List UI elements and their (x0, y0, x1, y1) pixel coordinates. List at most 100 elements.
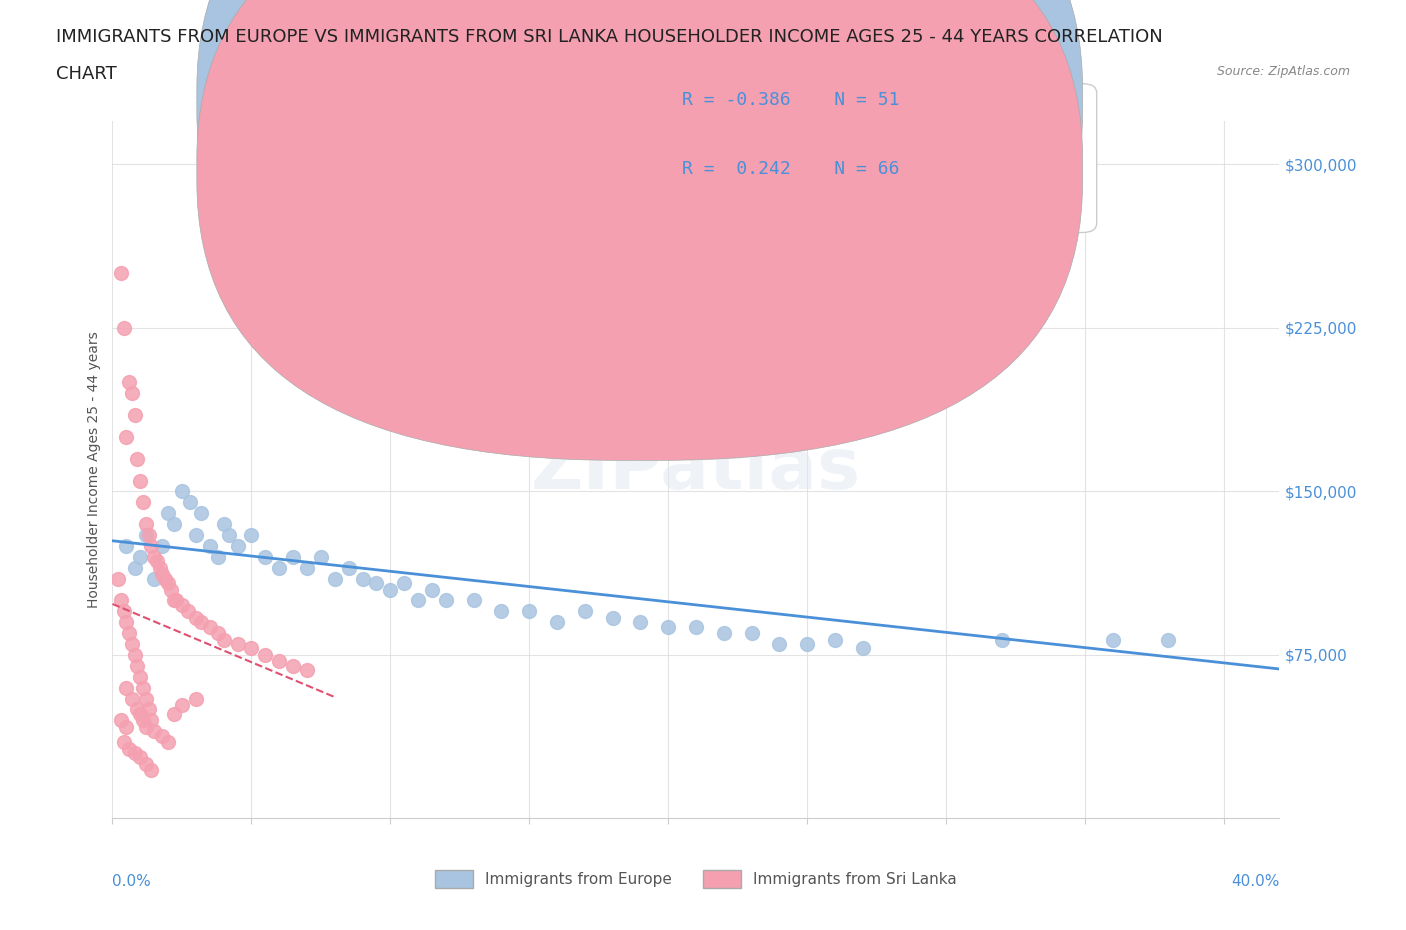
Point (118, 626, 141, 641)
Point (124, 407, 146, 422)
Point (796, 636, 818, 651)
Point (198, 619, 221, 634)
Point (135, 517, 157, 532)
Point (179, 495, 201, 510)
Point (1157, 632, 1180, 647)
Text: 0.0%: 0.0% (112, 874, 152, 889)
Point (207, 550, 229, 565)
Point (160, 582, 183, 597)
Point (112, 735, 135, 750)
Text: R = -0.386    N = 51: R = -0.386 N = 51 (682, 91, 900, 110)
Point (170, 597, 193, 612)
Point (135, 527, 157, 542)
Point (110, 266, 132, 281)
Point (170, 698, 193, 712)
Point (240, 641, 263, 656)
Point (254, 647, 277, 662)
Point (107, 571, 129, 586)
Legend: Immigrants from Europe, Immigrants from Sri Lanka: Immigrants from Europe, Immigrants from … (429, 864, 963, 895)
Point (157, 506, 180, 521)
Point (406, 593, 429, 608)
Point (115, 720, 138, 735)
Point (198, 538, 221, 553)
Point (309, 550, 332, 565)
Point (491, 604, 513, 618)
Point (352, 571, 374, 586)
Point (135, 720, 157, 735)
Point (118, 375, 141, 390)
Point (110, 593, 132, 608)
Point (380, 582, 402, 597)
Point (574, 604, 596, 618)
Point (190, 615, 212, 630)
Point (269, 560, 291, 575)
Point (162, 517, 184, 532)
Point (628, 615, 651, 630)
Text: IMMIGRANTS FROM EUROPE VS IMMIGRANTS FROM SRI LANKA HOUSEHOLDER INCOME AGES 25 -: IMMIGRANTS FROM EUROPE VS IMMIGRANTS FRO… (56, 28, 1163, 46)
Point (212, 517, 235, 532)
Point (685, 619, 707, 634)
Point (143, 724, 166, 738)
Point (713, 626, 735, 641)
Point (254, 550, 277, 565)
Point (269, 654, 291, 669)
FancyBboxPatch shape (576, 84, 1097, 232)
Point (162, 593, 184, 608)
Point (135, 691, 157, 706)
Point (135, 756, 157, 771)
Point (138, 527, 160, 542)
Point (157, 576, 180, 591)
Point (463, 593, 485, 608)
Point (212, 632, 235, 647)
Point (184, 527, 207, 542)
Point (124, 647, 146, 662)
Point (127, 658, 149, 673)
Point (546, 615, 568, 630)
Point (190, 506, 212, 521)
Point (143, 571, 166, 586)
Point (152, 538, 174, 553)
Point (295, 560, 318, 575)
Point (115, 615, 138, 630)
Point (226, 636, 249, 651)
Point (176, 604, 198, 618)
Point (132, 680, 155, 695)
Point (226, 538, 249, 553)
Point (152, 566, 174, 582)
Point (184, 610, 207, 625)
Point (124, 746, 146, 761)
Point (170, 484, 193, 498)
Point (152, 728, 174, 743)
Point (281, 658, 304, 673)
Text: Source: ZipAtlas.com: Source: ZipAtlas.com (1216, 65, 1350, 78)
Text: CHART: CHART (56, 65, 117, 83)
Point (124, 560, 146, 575)
Point (129, 473, 152, 488)
Point (129, 670, 152, 684)
Point (184, 691, 207, 706)
Point (434, 593, 457, 608)
Point (240, 527, 263, 542)
FancyBboxPatch shape (197, 0, 1083, 460)
Point (392, 576, 416, 591)
Point (129, 707, 152, 722)
Point (121, 691, 143, 706)
Point (218, 527, 240, 542)
Point (115, 430, 138, 445)
Y-axis label: Householder Income Ages 25 - 44 years: Householder Income Ages 25 - 44 years (87, 331, 101, 608)
Point (149, 560, 172, 575)
Point (121, 636, 143, 651)
Point (141, 713, 163, 728)
Point (517, 604, 540, 618)
Point (155, 571, 177, 586)
Point (852, 641, 875, 656)
Point (110, 713, 132, 728)
Point (165, 593, 187, 608)
Point (146, 553, 169, 568)
Point (768, 636, 790, 651)
Point (602, 610, 624, 625)
Point (127, 451, 149, 466)
Point (121, 386, 143, 401)
Point (157, 735, 180, 750)
Point (162, 707, 184, 722)
